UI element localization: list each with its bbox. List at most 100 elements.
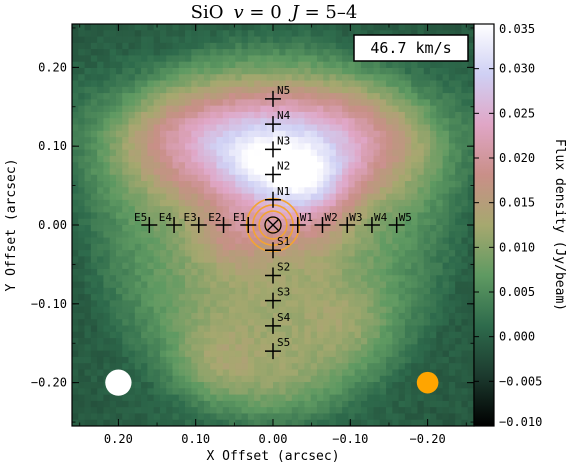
heatmap-cell xyxy=(103,193,111,201)
heatmap-cell xyxy=(153,243,161,251)
heatmap-cell xyxy=(235,375,242,383)
heatmap-cell xyxy=(436,162,443,169)
heatmap-cell xyxy=(348,199,356,207)
heatmap-cell xyxy=(72,206,79,213)
heatmap-cell xyxy=(203,181,211,188)
heatmap-cell xyxy=(247,162,255,169)
heatmap-cell xyxy=(442,256,450,264)
heatmap-cell xyxy=(404,325,412,333)
heatmap-cell xyxy=(467,42,474,50)
heatmap-cell xyxy=(128,118,136,125)
heatmap-cell xyxy=(430,181,437,188)
heatmap-cell xyxy=(455,275,462,282)
heatmap-cell xyxy=(461,143,469,151)
heatmap-cell xyxy=(354,124,362,132)
heatmap-cell xyxy=(203,118,211,125)
heatmap-cell xyxy=(335,356,343,364)
heatmap-cell xyxy=(235,74,242,81)
heatmap-cell xyxy=(84,394,92,402)
heatmap-cell xyxy=(235,306,242,314)
heatmap-cell xyxy=(448,137,456,144)
heatmap-cell xyxy=(367,281,374,289)
heatmap-cell xyxy=(310,262,318,270)
heatmap-cell xyxy=(90,419,98,426)
y-tick-label: 0.20 xyxy=(38,60,67,74)
heatmap-cell xyxy=(323,124,330,132)
heatmap-cell xyxy=(153,124,161,132)
heatmap-cell xyxy=(342,250,349,257)
heatmap-cell xyxy=(461,155,469,163)
heatmap-cell xyxy=(348,30,356,37)
heatmap-cell xyxy=(386,168,393,176)
heatmap-cell xyxy=(398,93,406,100)
heatmap-cell xyxy=(191,369,199,377)
heatmap-cell xyxy=(178,363,186,370)
heatmap-cell xyxy=(260,149,268,157)
heatmap-cell xyxy=(222,130,230,138)
heatmap-cell xyxy=(455,243,462,251)
heatmap-cell xyxy=(298,187,305,194)
heatmap-cell xyxy=(147,287,155,295)
heatmap-cell xyxy=(298,218,305,226)
heatmap-cell xyxy=(398,312,406,320)
heatmap-cell xyxy=(172,218,180,226)
heatmap-cell xyxy=(172,243,180,251)
heatmap-cell xyxy=(285,300,293,308)
heatmap-cell xyxy=(122,55,129,63)
heatmap-cell xyxy=(197,237,205,245)
heatmap-cell xyxy=(185,275,192,282)
heatmap-cell xyxy=(367,30,374,37)
heatmap-cell xyxy=(386,300,393,308)
heatmap-cell xyxy=(335,74,343,81)
heatmap-cell xyxy=(147,312,155,320)
heatmap-cell xyxy=(72,118,79,125)
heatmap-cell xyxy=(404,287,412,295)
heatmap-cell xyxy=(417,413,425,421)
heatmap-cell xyxy=(455,67,462,75)
marker-label: S4 xyxy=(277,311,291,324)
heatmap-cell xyxy=(216,105,224,113)
heatmap-cell xyxy=(172,137,180,144)
heatmap-cell xyxy=(115,268,123,276)
heatmap-cell xyxy=(304,130,312,138)
heatmap-cell xyxy=(266,74,274,81)
heatmap-cell xyxy=(291,319,299,326)
heatmap-cell xyxy=(178,319,186,326)
heatmap-cell xyxy=(178,111,186,119)
heatmap-cell xyxy=(153,400,161,408)
heatmap-cell xyxy=(241,225,249,232)
cross-mark xyxy=(363,217,380,233)
heatmap-cell xyxy=(159,67,167,75)
heatmap-cell xyxy=(348,338,356,345)
heatmap-cell xyxy=(241,86,249,94)
heatmap-cell xyxy=(386,268,393,276)
heatmap-cell xyxy=(122,93,129,100)
heatmap-cell xyxy=(122,99,129,107)
heatmap-cell xyxy=(367,168,374,176)
y-axis-title: Y Offset (arcsec) xyxy=(4,158,19,291)
heatmap-cell xyxy=(241,149,249,157)
heatmap-cell xyxy=(78,256,85,264)
heatmap-cell xyxy=(90,312,98,320)
heatmap-cell xyxy=(310,225,318,232)
heatmap-cell xyxy=(241,137,249,144)
heatmap-cell xyxy=(455,118,462,125)
heatmap-cell xyxy=(323,24,330,31)
heatmap-cell xyxy=(310,168,318,176)
heatmap-cell xyxy=(392,187,400,194)
heatmap-cell xyxy=(461,181,469,188)
heatmap-cell xyxy=(229,80,236,88)
heatmap-cell xyxy=(436,394,443,402)
heatmap-cell xyxy=(166,306,173,314)
heatmap-cell xyxy=(291,42,299,50)
heatmap-cell xyxy=(404,181,412,188)
heatmap-cell xyxy=(115,74,123,81)
heatmap-cell xyxy=(103,331,111,339)
heatmap-cell xyxy=(298,49,305,56)
heatmap-cell xyxy=(128,331,136,339)
heatmap-cell xyxy=(386,363,393,370)
heatmap-cell xyxy=(103,281,111,289)
heatmap-cell xyxy=(304,338,312,345)
heatmap-cell xyxy=(266,338,274,345)
heatmap-cell xyxy=(316,363,324,370)
